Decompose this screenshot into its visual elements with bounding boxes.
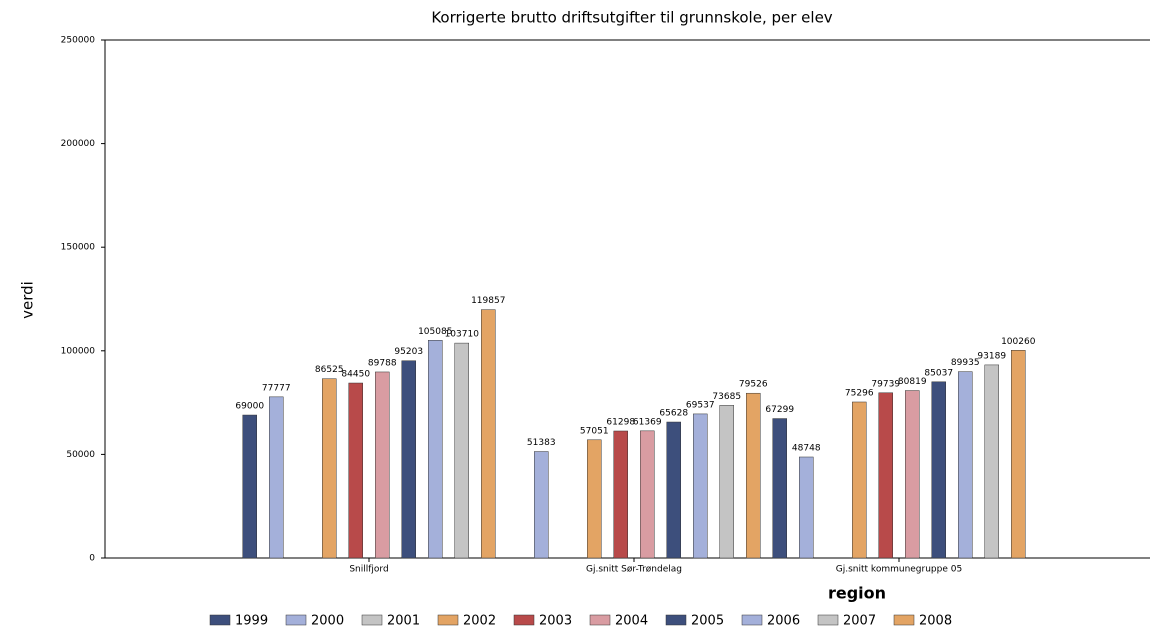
bar — [852, 401, 867, 559]
data-label: 69537 — [686, 400, 715, 410]
bar — [242, 414, 257, 559]
legend-swatch — [741, 614, 763, 626]
data-label: 69000 — [235, 402, 264, 412]
bar — [640, 430, 655, 559]
bar — [375, 371, 390, 559]
legend-label: 1999 — [235, 614, 268, 629]
bar — [322, 378, 337, 559]
data-label: 80819 — [898, 377, 927, 387]
data-label: 75296 — [845, 388, 874, 398]
y-tick-label: 0 — [89, 554, 95, 564]
legend-label: 2007 — [843, 614, 876, 629]
legend-label: 2002 — [463, 614, 496, 629]
legend-swatch — [285, 614, 307, 626]
bar — [481, 309, 496, 559]
data-label: 79739 — [871, 379, 900, 389]
bar — [587, 439, 602, 559]
legend-swatch — [817, 614, 839, 626]
data-label: 93189 — [977, 351, 1006, 361]
y-tick-label: 150000 — [61, 243, 96, 253]
data-label: 103710 — [445, 330, 480, 340]
bar — [719, 405, 734, 559]
bar — [348, 382, 363, 559]
chart-title: Korrigerte brutto driftsutgifter til gru… — [431, 9, 832, 27]
data-label: 67299 — [765, 405, 794, 415]
legend-label: 2008 — [919, 614, 952, 629]
bar — [666, 421, 681, 559]
data-label: 61298 — [606, 417, 635, 427]
bar — [958, 371, 973, 559]
data-label: 51383 — [527, 438, 556, 448]
x-tick-label: Gj.snitt kommunegruppe 05 — [836, 565, 962, 575]
legend-label: 2006 — [767, 614, 800, 629]
bar — [799, 456, 814, 559]
x-axis-label: region — [828, 584, 886, 603]
data-label: 73685 — [712, 392, 741, 402]
data-label: 65628 — [659, 409, 688, 419]
data-label: 119857 — [471, 296, 505, 306]
bar — [931, 381, 946, 559]
y-tick-label: 50000 — [66, 450, 95, 460]
bar — [746, 392, 761, 559]
legend-label: 2000 — [311, 614, 344, 629]
bar — [905, 390, 920, 559]
data-label: 84450 — [341, 370, 370, 380]
bar — [401, 360, 416, 559]
legend-label: 2004 — [615, 614, 648, 629]
data-label: 86525 — [315, 365, 344, 375]
x-tick-label: Snillfjord — [349, 565, 388, 575]
legend-swatch — [437, 614, 459, 626]
bar — [613, 430, 628, 559]
data-label: 77777 — [262, 383, 291, 393]
legend-label: 2005 — [691, 614, 724, 629]
bar — [878, 392, 893, 559]
legend-label: 2003 — [539, 614, 572, 629]
legend-swatch — [893, 614, 915, 626]
data-label: 105085 — [418, 327, 452, 337]
y-tick-label: 100000 — [61, 346, 96, 356]
data-label: 100260 — [1001, 337, 1036, 347]
bar — [693, 413, 708, 559]
bar — [454, 342, 469, 559]
bar — [772, 418, 787, 559]
x-tick-label: Gj.snitt Sør-Trøndelag — [586, 565, 682, 575]
bar — [269, 396, 284, 559]
data-label: 57051 — [580, 426, 609, 436]
bar — [984, 364, 999, 559]
data-label: 79526 — [739, 380, 768, 390]
legend-swatch — [589, 614, 611, 626]
data-label: 95203 — [394, 347, 423, 357]
y-tick-label: 250000 — [61, 36, 96, 46]
legend-label: 2001 — [387, 614, 420, 629]
data-label: 89788 — [368, 358, 397, 368]
bar — [534, 451, 549, 559]
legend-swatch — [513, 614, 535, 626]
data-label: 85037 — [924, 368, 953, 378]
data-label: 61369 — [633, 417, 662, 427]
bar — [428, 340, 443, 559]
y-axis-label: verdi — [19, 281, 37, 319]
legend-swatch — [361, 614, 383, 626]
legend-swatch — [209, 614, 231, 626]
legend-swatch — [665, 614, 687, 626]
data-label: 48748 — [792, 443, 821, 453]
data-label: 89935 — [951, 358, 980, 368]
y-tick-label: 200000 — [61, 139, 96, 149]
bar — [1011, 350, 1026, 559]
